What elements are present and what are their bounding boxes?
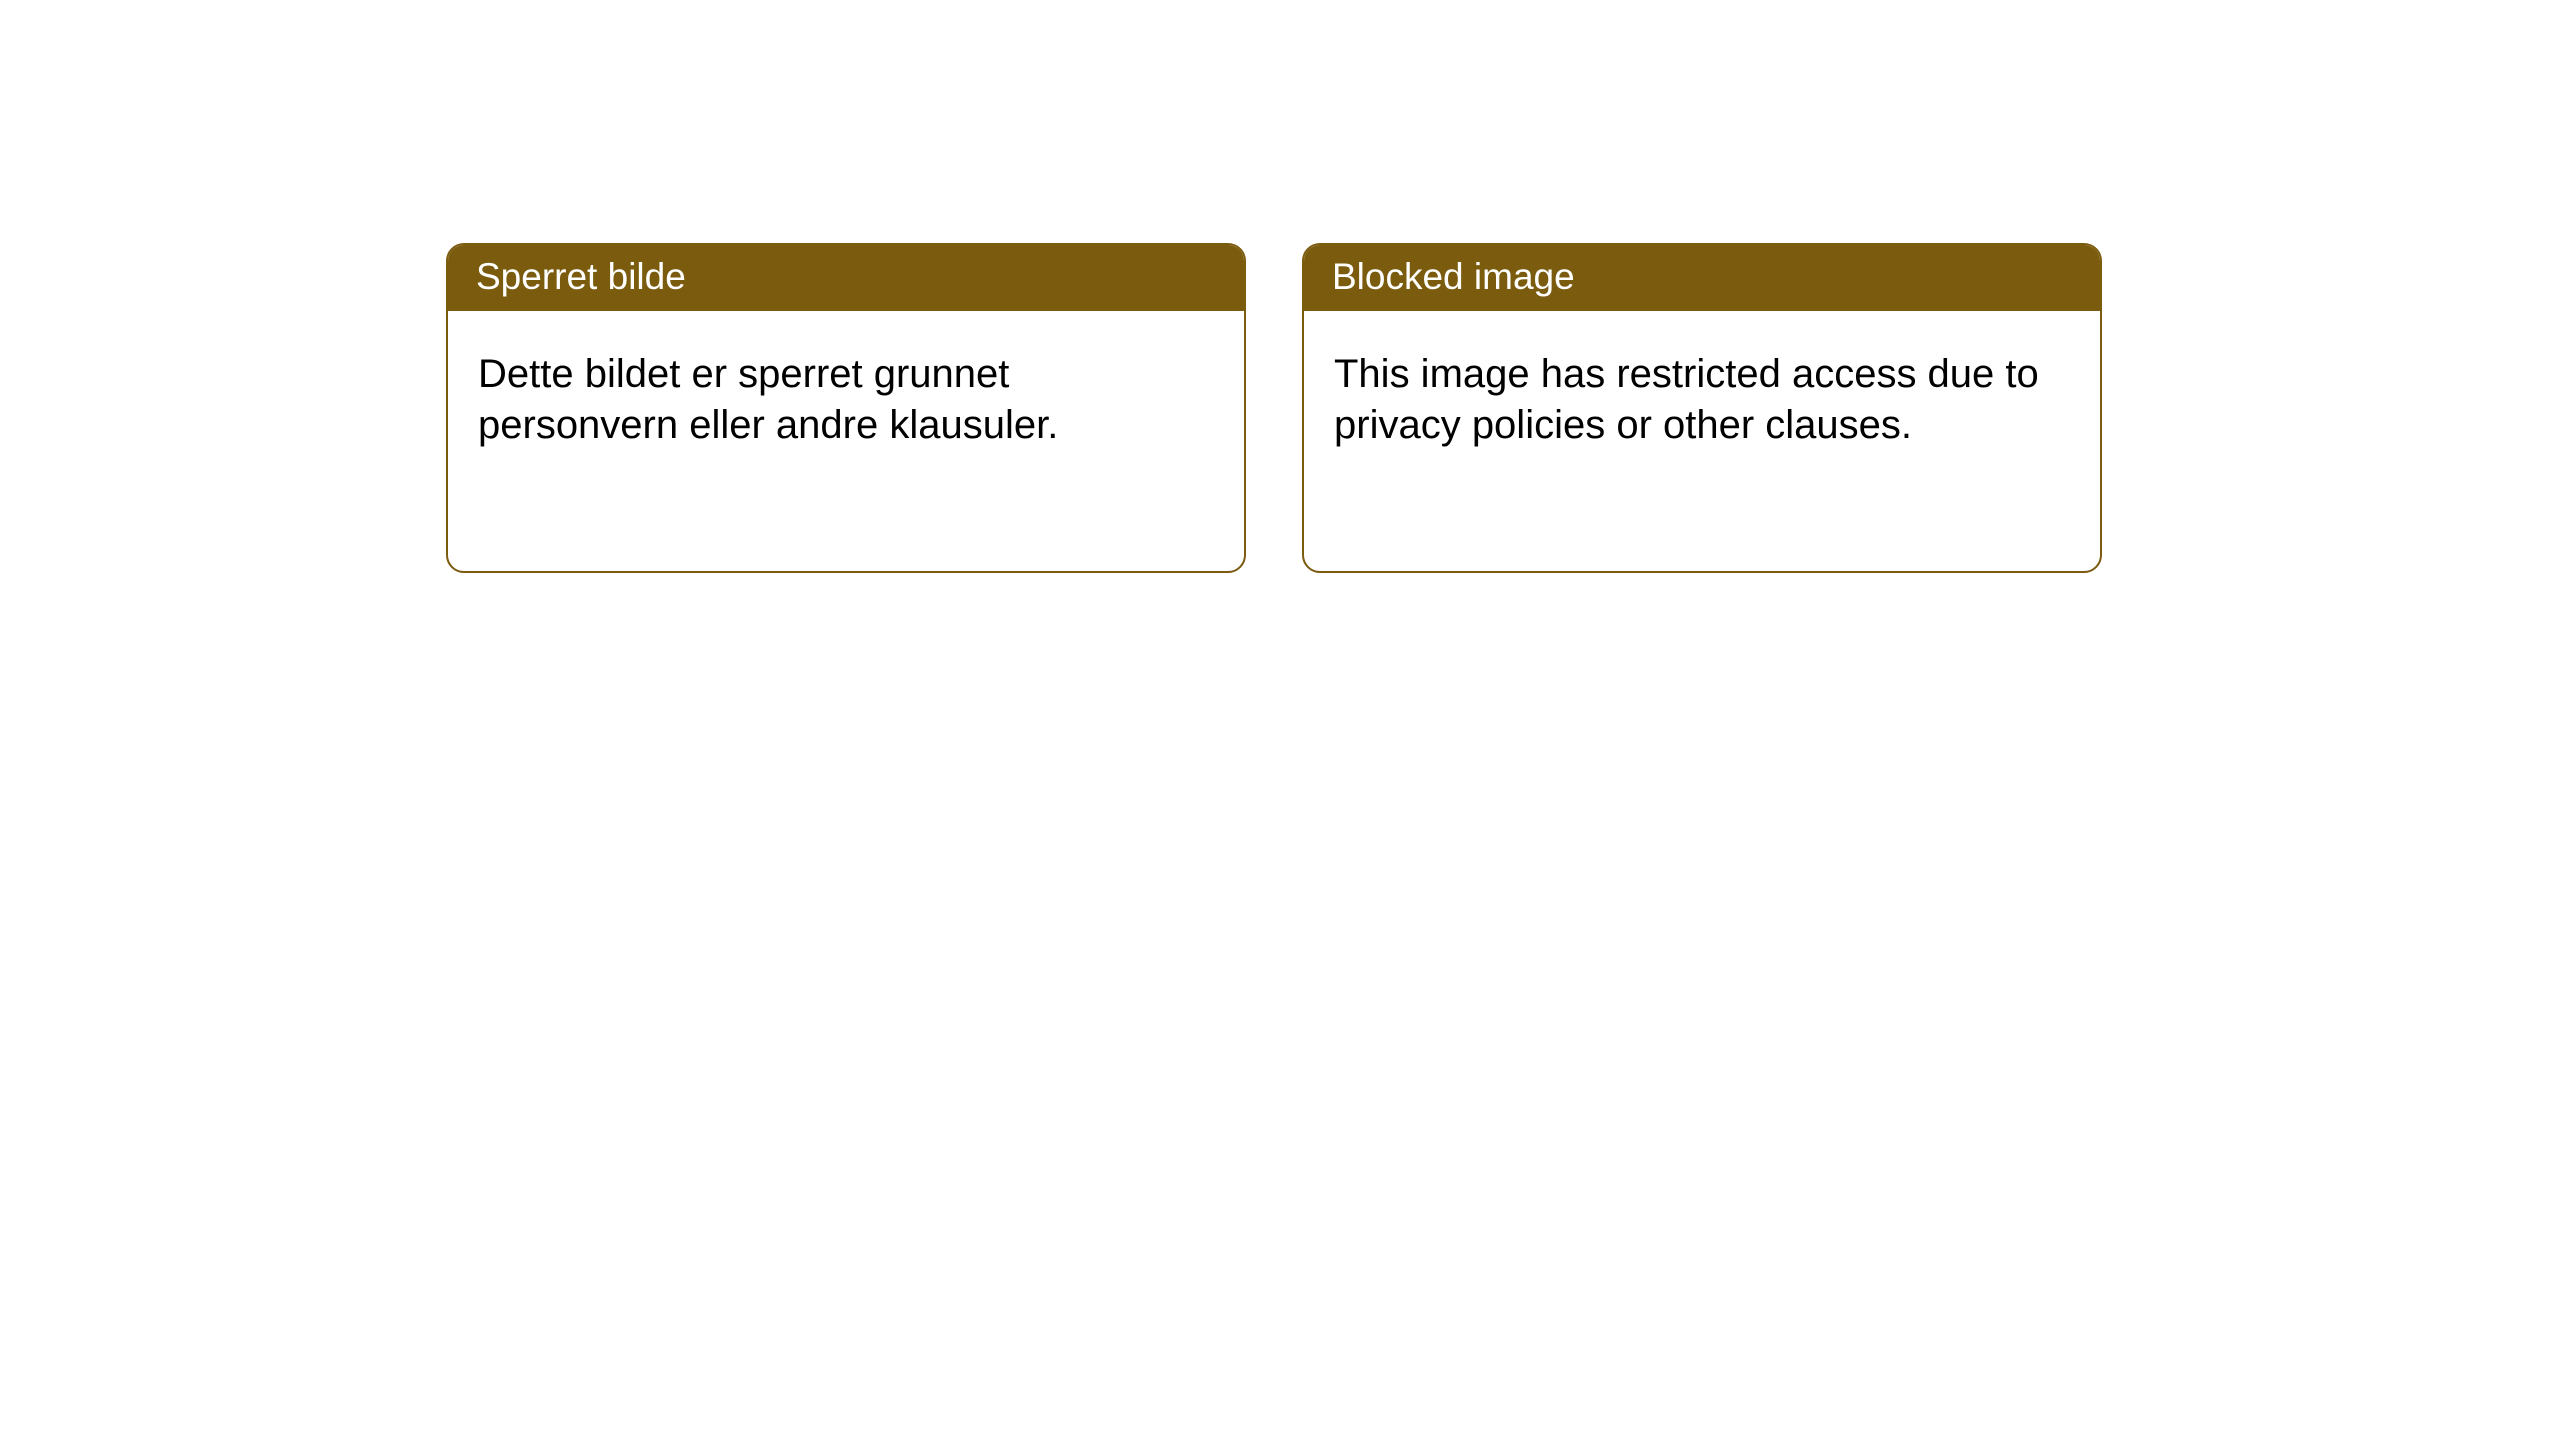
- notice-container: Sperret bilde Dette bildet er sperret gr…: [0, 0, 2560, 573]
- notice-body-english: This image has restricted access due to …: [1304, 311, 2100, 481]
- notice-header-english: Blocked image: [1304, 245, 2100, 311]
- notice-header-norwegian: Sperret bilde: [448, 245, 1244, 311]
- notice-body-norwegian: Dette bildet er sperret grunnet personve…: [448, 311, 1244, 481]
- notice-card-norwegian: Sperret bilde Dette bildet er sperret gr…: [446, 243, 1246, 573]
- notice-card-english: Blocked image This image has restricted …: [1302, 243, 2102, 573]
